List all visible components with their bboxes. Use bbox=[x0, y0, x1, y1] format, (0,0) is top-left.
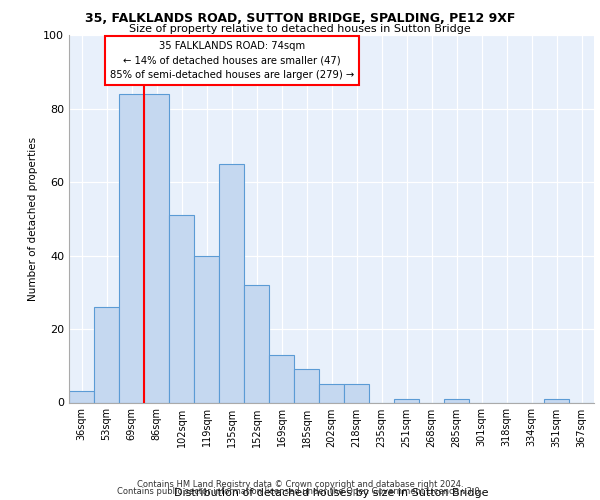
Text: Size of property relative to detached houses in Sutton Bridge: Size of property relative to detached ho… bbox=[129, 24, 471, 34]
Bar bbox=[94, 307, 119, 402]
Bar bbox=[344, 384, 369, 402]
Bar bbox=[194, 256, 219, 402]
Bar bbox=[319, 384, 344, 402]
Bar bbox=[169, 215, 194, 402]
Bar bbox=[444, 399, 469, 402]
Bar bbox=[69, 392, 94, 402]
Bar bbox=[294, 370, 319, 402]
Bar bbox=[144, 94, 169, 402]
Bar bbox=[244, 285, 269, 403]
Bar bbox=[269, 354, 294, 403]
Text: 35, FALKLANDS ROAD, SUTTON BRIDGE, SPALDING, PE12 9XF: 35, FALKLANDS ROAD, SUTTON BRIDGE, SPALD… bbox=[85, 12, 515, 26]
Bar bbox=[219, 164, 244, 402]
Bar bbox=[394, 399, 419, 402]
Bar bbox=[119, 94, 144, 402]
Bar bbox=[544, 399, 569, 402]
Text: Contains HM Land Registry data © Crown copyright and database right 2024.: Contains HM Land Registry data © Crown c… bbox=[137, 480, 463, 489]
Text: Contains public sector information licensed under the Open Government Licence v3: Contains public sector information licen… bbox=[118, 488, 482, 496]
X-axis label: Distribution of detached houses by size in Sutton Bridge: Distribution of detached houses by size … bbox=[174, 488, 489, 498]
Text: 35 FALKLANDS ROAD: 74sqm
← 14% of detached houses are smaller (47)
85% of semi-d: 35 FALKLANDS ROAD: 74sqm ← 14% of detach… bbox=[110, 40, 354, 80]
Y-axis label: Number of detached properties: Number of detached properties bbox=[28, 136, 38, 301]
